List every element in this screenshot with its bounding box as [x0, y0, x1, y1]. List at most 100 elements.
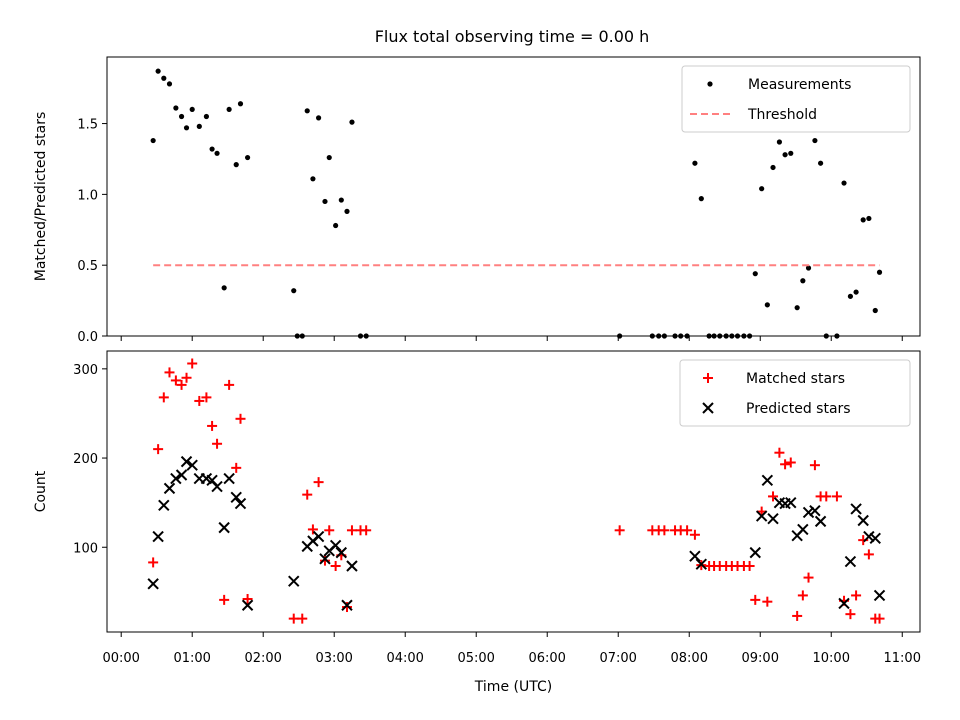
xtick-label: 10:00 — [813, 651, 850, 666]
measurement-point — [237, 101, 244, 107]
x-b — [175, 469, 188, 481]
matched-star-point — [803, 572, 814, 583]
matched-star-point — [785, 457, 796, 468]
x-b — [341, 599, 353, 611]
measurement-point — [764, 302, 770, 308]
matched-star-point — [235, 413, 246, 424]
x-b — [186, 459, 198, 471]
predicted-star-point — [170, 472, 182, 485]
measurement-point — [226, 106, 232, 113]
measurement-point — [233, 162, 239, 168]
predicted-star-point — [163, 482, 176, 495]
matched-star-point — [774, 447, 785, 458]
predicted-star-point — [241, 599, 254, 611]
bottom-legend: Matched stars Predicted stars — [679, 359, 911, 427]
matched-star-point — [231, 462, 242, 473]
matched-star-point — [330, 560, 341, 571]
x-b — [785, 496, 797, 509]
x-b — [850, 503, 862, 515]
x-b — [288, 575, 300, 587]
xtick-label: 01:00 — [173, 651, 210, 666]
top-legend-box — [681, 65, 911, 133]
top-ytick-label: 0.0 — [77, 330, 98, 345]
matched-star-point — [297, 613, 308, 624]
top-ytick-label: 1.5 — [77, 118, 98, 133]
measurement-point — [304, 108, 310, 114]
predicted-star-point — [288, 575, 300, 587]
x-b — [773, 496, 786, 509]
bottom-panel: 100 200 300 00:00 01:00 02:00 03:00 04:00 05:00 0… — [33, 350, 921, 695]
predicted-star-point — [873, 589, 886, 602]
matched-star-point — [170, 375, 181, 386]
measurement-point — [196, 123, 202, 129]
matched-star-point — [207, 420, 218, 431]
legend-label: Measurements — [748, 77, 851, 93]
x-b — [838, 597, 850, 610]
legend-measurement-swatch — [707, 81, 713, 87]
x-b — [200, 472, 213, 485]
matched-star-point — [176, 379, 187, 390]
measurement-point — [150, 137, 156, 144]
predicted-star-point — [223, 472, 235, 485]
bottom-ylabel: Count — [33, 470, 49, 512]
top-axes-frame — [106, 56, 921, 337]
matched-star-point — [821, 491, 832, 502]
x-b — [873, 589, 886, 602]
x-b — [695, 558, 708, 570]
matched-star-point — [863, 549, 874, 560]
matched-star-point — [750, 594, 761, 605]
measurement-point — [776, 139, 783, 145]
bottom-ytick-label: 100 — [73, 541, 98, 556]
x-b — [163, 482, 176, 495]
matched-star-point — [324, 525, 335, 536]
matched-star-point — [319, 555, 330, 566]
matched-star-point — [689, 529, 700, 540]
bottom-ytick-label: 300 — [73, 363, 98, 378]
predicted-star-point — [809, 504, 821, 517]
predicted-star-point — [335, 546, 348, 559]
measurement-point — [860, 217, 866, 223]
x-b — [857, 514, 869, 527]
matched-star-point — [307, 524, 318, 535]
measurement-point — [692, 160, 698, 166]
top-chart-title: Flux total observing time = 0.00 h — [375, 27, 650, 46]
predicted-star-point — [767, 513, 779, 525]
top-panel: 0.0 0.5 1.0 1.5 Matched/Predicted stars Measu… — [33, 56, 921, 345]
x-b — [809, 504, 821, 517]
xtick-label: 06:00 — [528, 651, 565, 666]
matched-star-point — [809, 460, 820, 471]
measurement-point — [310, 176, 316, 182]
matched-star-point — [288, 613, 299, 624]
measurement-point — [752, 271, 758, 277]
matched-star-point — [212, 438, 223, 449]
measurement-point — [155, 68, 161, 74]
legend-label: Threshold — [747, 107, 817, 123]
x-b — [158, 499, 170, 512]
predicted-star-point — [230, 491, 242, 504]
x-b — [180, 455, 193, 468]
top-legend: Measurements Threshold — [681, 65, 911, 133]
x-b — [749, 546, 761, 559]
x-b — [802, 506, 815, 519]
x-b — [234, 497, 247, 510]
matched-star-point — [158, 392, 169, 403]
measurement-point — [812, 137, 818, 144]
legend-label: Matched stars — [746, 371, 845, 387]
legend-predicted-swatch — [702, 402, 714, 414]
measurement-point — [183, 125, 190, 131]
measurement-point — [853, 289, 859, 295]
predicted-star-point — [749, 546, 761, 559]
legend-matched-swatch — [703, 373, 713, 383]
predicted-star-point — [319, 553, 331, 565]
xtick-label: 04:00 — [386, 651, 423, 666]
measurement-point — [173, 105, 179, 111]
predicted-star-point — [761, 474, 774, 487]
matched-star-point — [361, 525, 372, 536]
measurement-point — [322, 198, 328, 205]
predicted-star-point — [180, 455, 193, 468]
legend-label: Predicted stars — [746, 401, 851, 417]
matched-star-point — [224, 379, 235, 390]
measurement-point — [782, 152, 788, 158]
measurement-point — [876, 269, 883, 275]
measurement-point — [794, 305, 800, 311]
